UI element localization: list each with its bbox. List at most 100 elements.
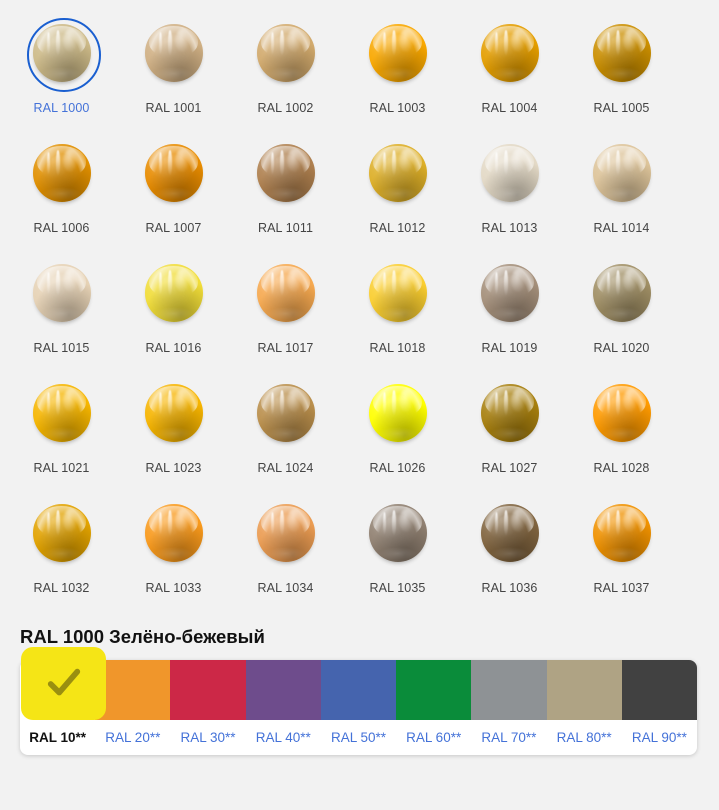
page-title: RAL 1000 Зелёно-бежевый bbox=[20, 626, 265, 647]
color-sphere[interactable] bbox=[32, 24, 91, 82]
family-tab-label[interactable]: RAL 90** bbox=[631, 730, 687, 745]
family-tab-label[interactable]: RAL 40** bbox=[255, 730, 311, 745]
color-sphere[interactable] bbox=[256, 24, 315, 82]
sphere-rim bbox=[484, 26, 535, 58]
sphere-wrap bbox=[471, 254, 549, 332]
family-swatch-ral-30[interactable] bbox=[170, 660, 246, 720]
swatch-ral-1011[interactable]: RAL 1011 bbox=[235, 134, 336, 254]
swatch-ral-1014[interactable]: RAL 1014 bbox=[571, 134, 672, 254]
swatch-ral-1007[interactable]: RAL 1007 bbox=[123, 134, 224, 254]
color-sphere[interactable] bbox=[32, 504, 91, 562]
family-swatch-ral-90[interactable] bbox=[621, 660, 697, 720]
color-sphere[interactable] bbox=[592, 144, 651, 202]
swatch-ral-1004[interactable]: RAL 1004 bbox=[459, 14, 560, 134]
sphere-wrap bbox=[471, 14, 549, 92]
family-tab-label[interactable]: RAL 10** bbox=[29, 730, 86, 745]
sphere-streak2 bbox=[55, 270, 61, 296]
swatch-ral-1032[interactable]: RAL 1032 bbox=[11, 494, 112, 614]
swatch-ral-1015[interactable]: RAL 1015 bbox=[11, 254, 112, 374]
color-sphere[interactable] bbox=[592, 24, 651, 82]
swatch-ral-1024[interactable]: RAL 1024 bbox=[235, 374, 336, 494]
color-sphere[interactable] bbox=[480, 24, 539, 82]
color-sphere[interactable] bbox=[32, 384, 91, 442]
color-sphere[interactable] bbox=[368, 144, 427, 202]
family-swatch-ral-80[interactable] bbox=[546, 660, 622, 720]
swatch-ral-1028[interactable]: RAL 1028 bbox=[571, 374, 672, 494]
color-sphere[interactable] bbox=[256, 264, 315, 322]
swatch-ral-1005[interactable]: RAL 1005 bbox=[571, 14, 672, 134]
color-sphere[interactable] bbox=[32, 264, 91, 322]
color-sphere[interactable] bbox=[144, 384, 203, 442]
color-sphere[interactable] bbox=[144, 24, 203, 82]
active-family-tab[interactable] bbox=[21, 647, 106, 720]
family-swatch-ral-40[interactable] bbox=[245, 660, 321, 720]
color-sphere[interactable] bbox=[368, 384, 427, 442]
swatch-ral-1037[interactable]: RAL 1037 bbox=[571, 494, 672, 614]
sphere-wrap bbox=[583, 14, 661, 92]
swatch-ral-1006[interactable]: RAL 1006 bbox=[11, 134, 112, 254]
sphere-streak1 bbox=[271, 151, 275, 175]
sphere-streak1 bbox=[271, 511, 275, 535]
family-tab-label[interactable]: RAL 70** bbox=[481, 730, 537, 745]
sphere-streak2 bbox=[615, 510, 621, 536]
swatch-ral-1034[interactable]: RAL 1034 bbox=[235, 494, 336, 614]
sphere-bounce bbox=[41, 66, 82, 80]
sphere-wrap bbox=[135, 134, 213, 212]
swatch-ral-1000[interactable]: RAL 1000 bbox=[11, 14, 112, 134]
sphere-streak1 bbox=[607, 151, 611, 175]
sphere-streak1 bbox=[495, 391, 499, 415]
color-sphere[interactable] bbox=[368, 504, 427, 562]
family-tab-label[interactable]: RAL 30** bbox=[180, 730, 236, 745]
swatch-ral-1019[interactable]: RAL 1019 bbox=[459, 254, 560, 374]
family-tab-label[interactable]: RAL 20** bbox=[105, 730, 161, 745]
color-sphere[interactable] bbox=[144, 504, 203, 562]
color-sphere[interactable] bbox=[480, 264, 539, 322]
sphere-wrap bbox=[23, 254, 101, 332]
sphere-rim bbox=[148, 266, 199, 298]
color-sphere[interactable] bbox=[32, 144, 91, 202]
family-swatch-ral-50[interactable] bbox=[320, 660, 397, 720]
swatch-ral-1026[interactable]: RAL 1026 bbox=[347, 374, 448, 494]
color-sphere[interactable] bbox=[480, 384, 539, 442]
swatch-ral-1016[interactable]: RAL 1016 bbox=[123, 254, 224, 374]
color-sphere[interactable] bbox=[480, 504, 539, 562]
swatch-ral-1017[interactable]: RAL 1017 bbox=[235, 254, 336, 374]
family-tab-label[interactable]: RAL 50** bbox=[330, 730, 386, 745]
family-swatch-ral-70[interactable] bbox=[471, 660, 547, 720]
color-sphere[interactable] bbox=[368, 24, 427, 82]
color-sphere[interactable] bbox=[256, 144, 315, 202]
color-sphere[interactable] bbox=[480, 144, 539, 202]
sphere-wrap bbox=[247, 374, 325, 452]
color-sphere[interactable] bbox=[144, 264, 203, 322]
swatch-ral-1023[interactable]: RAL 1023 bbox=[123, 374, 224, 494]
sphere-gloss bbox=[510, 509, 526, 533]
color-sphere[interactable] bbox=[592, 264, 651, 322]
color-sphere[interactable] bbox=[144, 144, 203, 202]
swatch-ral-1001[interactable]: RAL 1001 bbox=[123, 14, 224, 134]
swatch-ral-1020[interactable]: RAL 1020 bbox=[571, 254, 672, 374]
family-tab-label[interactable]: RAL 80** bbox=[556, 730, 612, 745]
swatch-ral-1013[interactable]: RAL 1013 bbox=[459, 134, 560, 254]
swatch-ral-1021[interactable]: RAL 1021 bbox=[11, 374, 112, 494]
family-swatch-ral-60[interactable] bbox=[396, 660, 472, 720]
swatch-ral-1012[interactable]: RAL 1012 bbox=[347, 134, 448, 254]
sphere-rim bbox=[148, 386, 199, 418]
swatch-ral-1033[interactable]: RAL 1033 bbox=[123, 494, 224, 614]
swatch-ral-1018[interactable]: RAL 1018 bbox=[347, 254, 448, 374]
sphere-gloss bbox=[398, 269, 414, 293]
color-sphere[interactable] bbox=[256, 504, 315, 562]
color-sphere[interactable] bbox=[368, 264, 427, 322]
family-swatch-ral-20[interactable] bbox=[95, 660, 171, 720]
swatch-ral-1027[interactable]: RAL 1027 bbox=[459, 374, 560, 494]
swatch-row: RAL 1032 RAL 1033 RAL 1034 RAL 1035 RAL 1036… bbox=[0, 494, 719, 614]
family-tab-label[interactable]: RAL 60** bbox=[406, 730, 462, 745]
sphere-streak2 bbox=[279, 30, 285, 56]
color-sphere[interactable] bbox=[592, 384, 651, 442]
swatch-ral-1002[interactable]: RAL 1002 bbox=[235, 14, 336, 134]
sphere-streak1 bbox=[47, 391, 51, 415]
swatch-ral-1035[interactable]: RAL 1035 bbox=[347, 494, 448, 614]
color-sphere[interactable] bbox=[592, 504, 651, 562]
swatch-ral-1003[interactable]: RAL 1003 bbox=[347, 14, 448, 134]
color-sphere[interactable] bbox=[256, 384, 315, 442]
swatch-ral-1036[interactable]: RAL 1036 bbox=[459, 494, 560, 614]
